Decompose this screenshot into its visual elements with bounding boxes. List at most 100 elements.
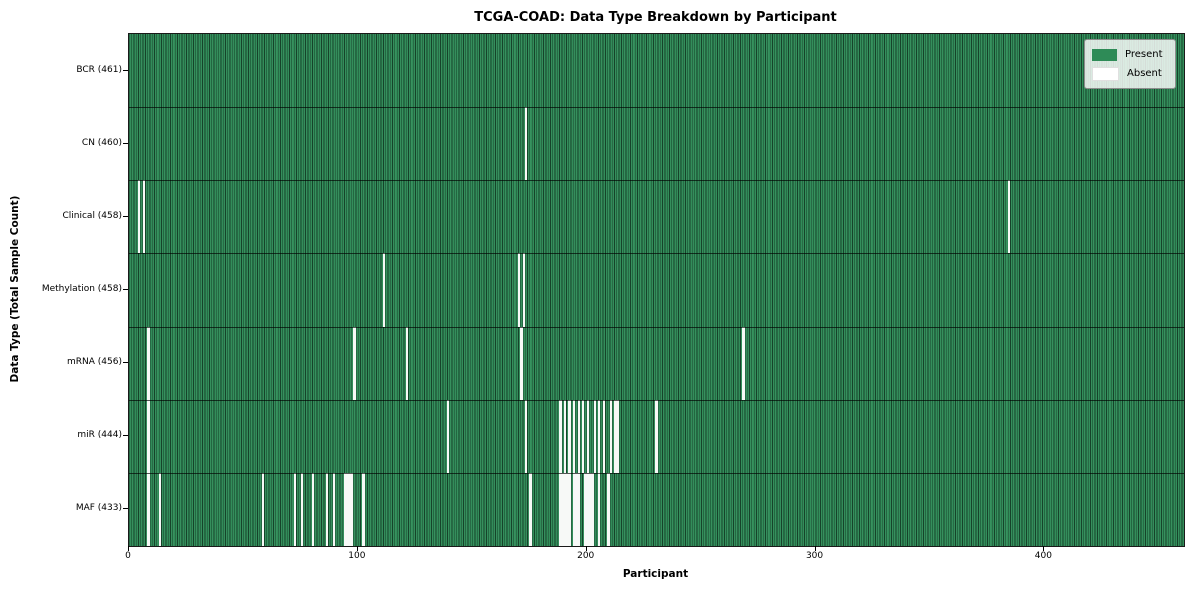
absent-marker-mir-173 [524,399,528,473]
absent-marker-mir-212 [614,399,617,473]
y-tick-mark [123,435,128,437]
absent-marker-maf-191 [566,472,569,546]
absent-marker-mir-205 [598,399,601,473]
y-tick-mark [123,69,128,71]
row-separator [129,399,1184,401]
absent-marker-clinical-6 [142,180,145,254]
row-maf [129,472,1184,546]
absent-marker-clinical-384 [1007,180,1011,254]
absent-marker-mir-210 [609,399,612,473]
absent-marker-maf-89 [332,472,335,546]
absent-marker-methylation-172 [522,253,525,327]
absent-marker-maf-196 [577,472,580,546]
absent-marker-mir-213 [616,399,619,473]
row-separator [129,180,1184,182]
absent-marker-maf-8 [147,472,150,546]
y-tick-label-mir: miR (444) [77,430,122,441]
absent-marker-mrna-121 [405,326,409,400]
x-axis-label: Participant [622,568,689,580]
x-tick-label-400: 400 [1034,551,1052,561]
x-tick-mark [585,546,587,551]
absent-marker-mir-207 [602,399,605,473]
y-tick-mark [123,508,128,510]
x-tick-mark [1043,546,1045,551]
legend-swatch-present [1092,48,1117,61]
absent-marker-maf-202 [591,472,594,546]
y-tick-label-cn: CN (460) [81,137,122,148]
absent-marker-cn-173 [524,107,528,181]
absent-marker-clinical-4 [138,180,141,254]
absent-marker-maf-194 [572,472,576,546]
row-cn [129,107,1184,181]
row-separator [129,472,1184,474]
y-tick-label-maf: MAF (433) [75,503,122,514]
absent-marker-mir-8 [147,399,150,473]
absent-marker-mrna-98 [353,326,356,400]
y-tick-mark [123,142,128,144]
y-tick-label-bcr: BCR (461) [76,64,122,75]
legend-swatch-absent [1092,66,1119,81]
absent-marker-maf-95 [346,472,349,546]
row-clinical [129,180,1184,254]
absent-marker-mrna-171 [520,326,523,400]
row-bcr [129,34,1184,108]
legend: Present Absent [1084,39,1176,89]
absent-marker-mir-200 [586,399,589,473]
x-tick-mark [128,546,129,551]
absent-marker-maf-189 [561,472,564,546]
absent-marker-maf-97 [350,472,354,546]
absent-marker-maf-72 [293,472,297,546]
x-tick-label-100: 100 [348,551,366,561]
absent-marker-methylation-170 [518,253,521,327]
y-tick-mark [123,215,128,217]
absent-marker-mir-192 [568,399,571,473]
absent-marker-maf-175 [529,472,532,546]
absent-marker-maf-102 [362,472,365,546]
absent-marker-maf-188 [559,472,562,546]
legend-label-present: Present [1125,49,1163,60]
absent-marker-maf-190 [563,472,567,546]
x-tick-mark [356,546,358,551]
absent-marker-maf-200 [586,472,589,546]
row-methylation [129,253,1184,327]
absent-marker-mrna-8 [147,326,150,400]
x-tick-label-0: 0 [125,551,131,561]
absent-marker-maf-192 [568,472,571,546]
absent-marker-mir-196 [577,399,580,473]
y-tick-label-clinical: Clinical (458) [62,210,122,221]
absent-marker-mir-139 [447,399,450,473]
absent-marker-maf-209 [607,472,610,546]
absent-marker-maf-80 [312,472,315,546]
y-axis-label: Data Type (Total Sample Count) [9,195,21,383]
absent-marker-maf-75 [300,472,303,546]
y-tick-mark [123,289,128,290]
absent-marker-mir-198 [582,399,585,473]
absent-marker-maf-13 [158,472,162,546]
legend-item-present: Present [1092,45,1167,64]
row-mrna [129,326,1184,400]
absent-marker-maf-195 [575,472,578,546]
x-tick-mark [814,546,816,551]
row-separator [129,107,1184,109]
row-separator [129,253,1184,255]
absent-marker-mir-188 [559,399,562,473]
absent-marker-mir-190 [563,399,567,473]
absent-marker-maf-94 [344,472,347,546]
absent-marker-maf-205 [598,472,601,546]
row-mir [129,399,1184,473]
absent-marker-maf-96 [348,472,351,546]
absent-marker-maf-86 [325,472,329,546]
y-tick-label-mrna: mRNA (456) [67,357,122,368]
absent-marker-mir-194 [572,399,576,473]
chart-title: TCGA-COAD: Data Type Breakdown by Partic… [474,10,837,25]
y-tick-label-methylation: Methylation (458) [41,284,122,294]
legend-item-absent: Absent [1092,64,1167,83]
x-tick-label-200: 200 [577,551,595,561]
absent-marker-maf-58 [261,472,264,546]
plot-area [128,33,1185,547]
x-tick-label-300: 300 [805,551,824,561]
absent-marker-mir-230 [655,399,658,473]
absent-marker-maf-201 [588,472,592,546]
row-separator [129,326,1184,328]
